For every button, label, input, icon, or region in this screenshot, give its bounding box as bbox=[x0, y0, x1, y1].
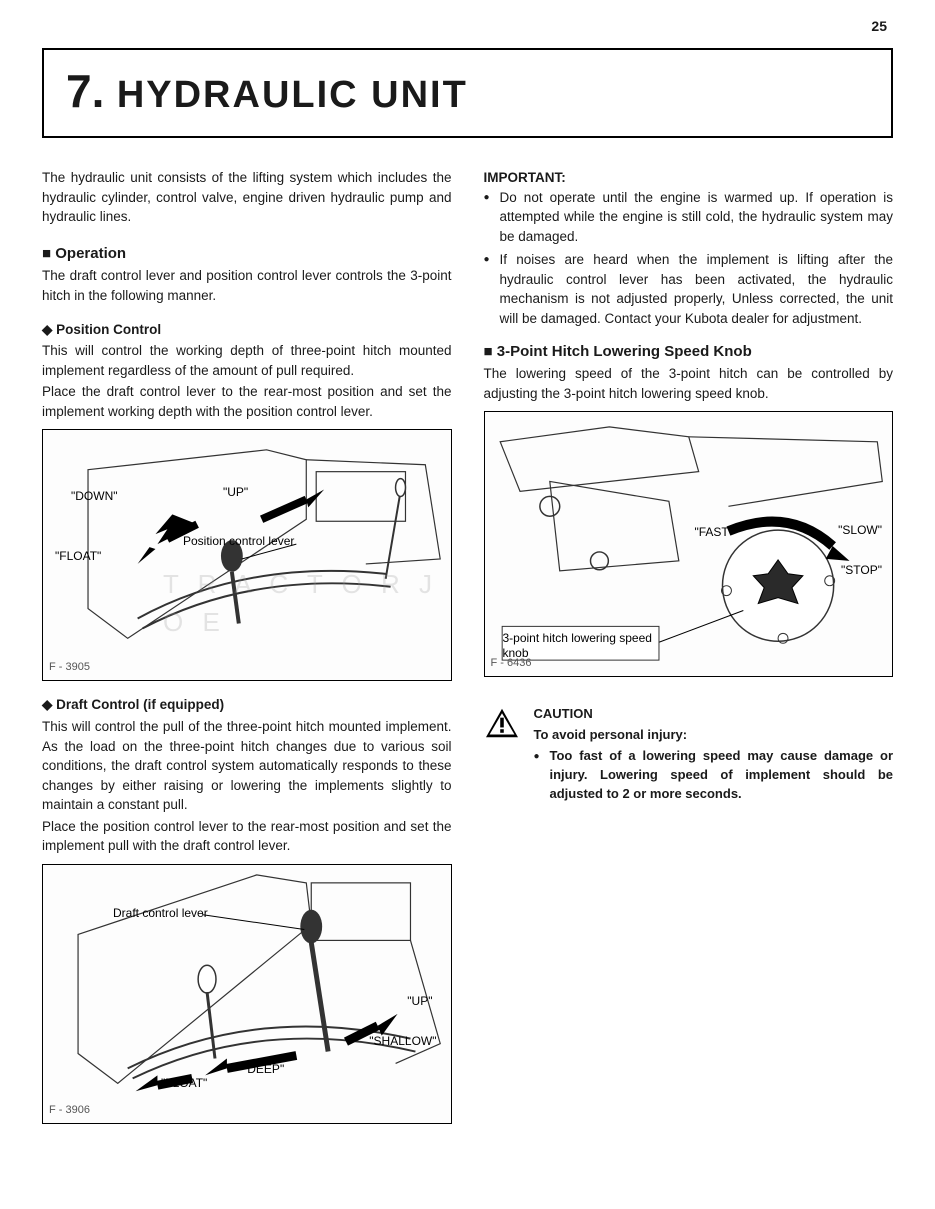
position-control-p1: This will control the working depth of t… bbox=[42, 341, 452, 380]
fig1-watermark: T R A C T O R J O E bbox=[163, 566, 451, 641]
draft-control-p1: This will control the pull of the three-… bbox=[42, 717, 452, 815]
chapter-title: HYDRAULIC UNIT bbox=[117, 74, 468, 117]
caution-text: CAUTION To avoid personal injury: Too fa… bbox=[534, 705, 894, 803]
chapter-title-box: 7. HYDRAULIC UNIT bbox=[42, 48, 893, 138]
page-number: 25 bbox=[871, 18, 887, 34]
fig2-label-up: "UP" bbox=[407, 993, 432, 1010]
warning-icon bbox=[484, 707, 520, 739]
fig1-label-up: "UP" bbox=[223, 484, 248, 501]
operation-heading: Operation bbox=[42, 243, 452, 265]
chapter-number: 7. bbox=[66, 64, 104, 118]
figure-speed-knob: "FAST" "SLOW" "STOP" 3-point hitch lower… bbox=[484, 411, 894, 677]
draft-control-heading: Draft Control (if equipped) bbox=[42, 695, 452, 715]
figure-draft-control: Draft control lever "UP" "SHALLOW" "DEEP… bbox=[42, 864, 452, 1124]
fig1-label-down: "DOWN" bbox=[71, 488, 118, 505]
figure-1-svg bbox=[43, 430, 451, 680]
fig2-label-lever: Draft control lever bbox=[113, 905, 208, 922]
figure-position-control: "DOWN" "UP" "FLOAT" Position control lev… bbox=[42, 429, 452, 681]
fig1-label-float: "FLOAT" bbox=[55, 548, 101, 565]
knob-heading: 3-Point Hitch Lowering Speed Knob bbox=[484, 341, 894, 363]
fig1-label-lever: Position control lever bbox=[183, 533, 294, 550]
fig2-code: F - 3906 bbox=[49, 1103, 90, 1119]
intro-paragraph: The hydraulic unit consists of the lifti… bbox=[42, 168, 452, 227]
right-column: IMPORTANT: Do not operate until the engi… bbox=[484, 168, 894, 1128]
important-list: Do not operate until the engine is warme… bbox=[484, 188, 894, 329]
operation-text: The draft control lever and position con… bbox=[42, 266, 452, 305]
important-item-1: Do not operate until the engine is warme… bbox=[484, 188, 894, 247]
fig3-code: F - 6436 bbox=[491, 656, 532, 672]
caution-block: CAUTION To avoid personal injury: Too fa… bbox=[484, 705, 894, 803]
important-label: IMPORTANT: bbox=[484, 168, 894, 188]
content-columns: The hydraulic unit consists of the lifti… bbox=[42, 168, 893, 1128]
caution-title: CAUTION bbox=[534, 705, 894, 724]
fig2-label-float: "FLOAT" bbox=[161, 1075, 207, 1092]
fig2-label-deep: "DEEP" bbox=[243, 1061, 284, 1078]
left-column: The hydraulic unit consists of the lifti… bbox=[42, 168, 452, 1128]
position-control-p2: Place the draft control lever to the rea… bbox=[42, 382, 452, 421]
fig3-label-slow: "SLOW" bbox=[838, 522, 882, 539]
position-control-heading: Position Control bbox=[42, 320, 452, 340]
knob-text: The lowering speed of the 3-point hitch … bbox=[484, 364, 894, 403]
fig1-code: F - 3905 bbox=[49, 660, 90, 676]
figure-2-svg bbox=[43, 865, 451, 1123]
important-item-2: If noises are heard when the implement i… bbox=[484, 250, 894, 328]
caution-subtitle: To avoid personal injury: bbox=[534, 726, 894, 745]
fig3-label-fast: "FAST" bbox=[695, 524, 734, 541]
draft-control-p2: Place the position control lever to the … bbox=[42, 817, 452, 856]
caution-bullet: Too fast of a lowering speed may cause d… bbox=[534, 747, 894, 804]
fig3-label-stop: "STOP" bbox=[841, 562, 882, 579]
fig2-label-shallow: "SHALLOW" bbox=[369, 1033, 436, 1050]
